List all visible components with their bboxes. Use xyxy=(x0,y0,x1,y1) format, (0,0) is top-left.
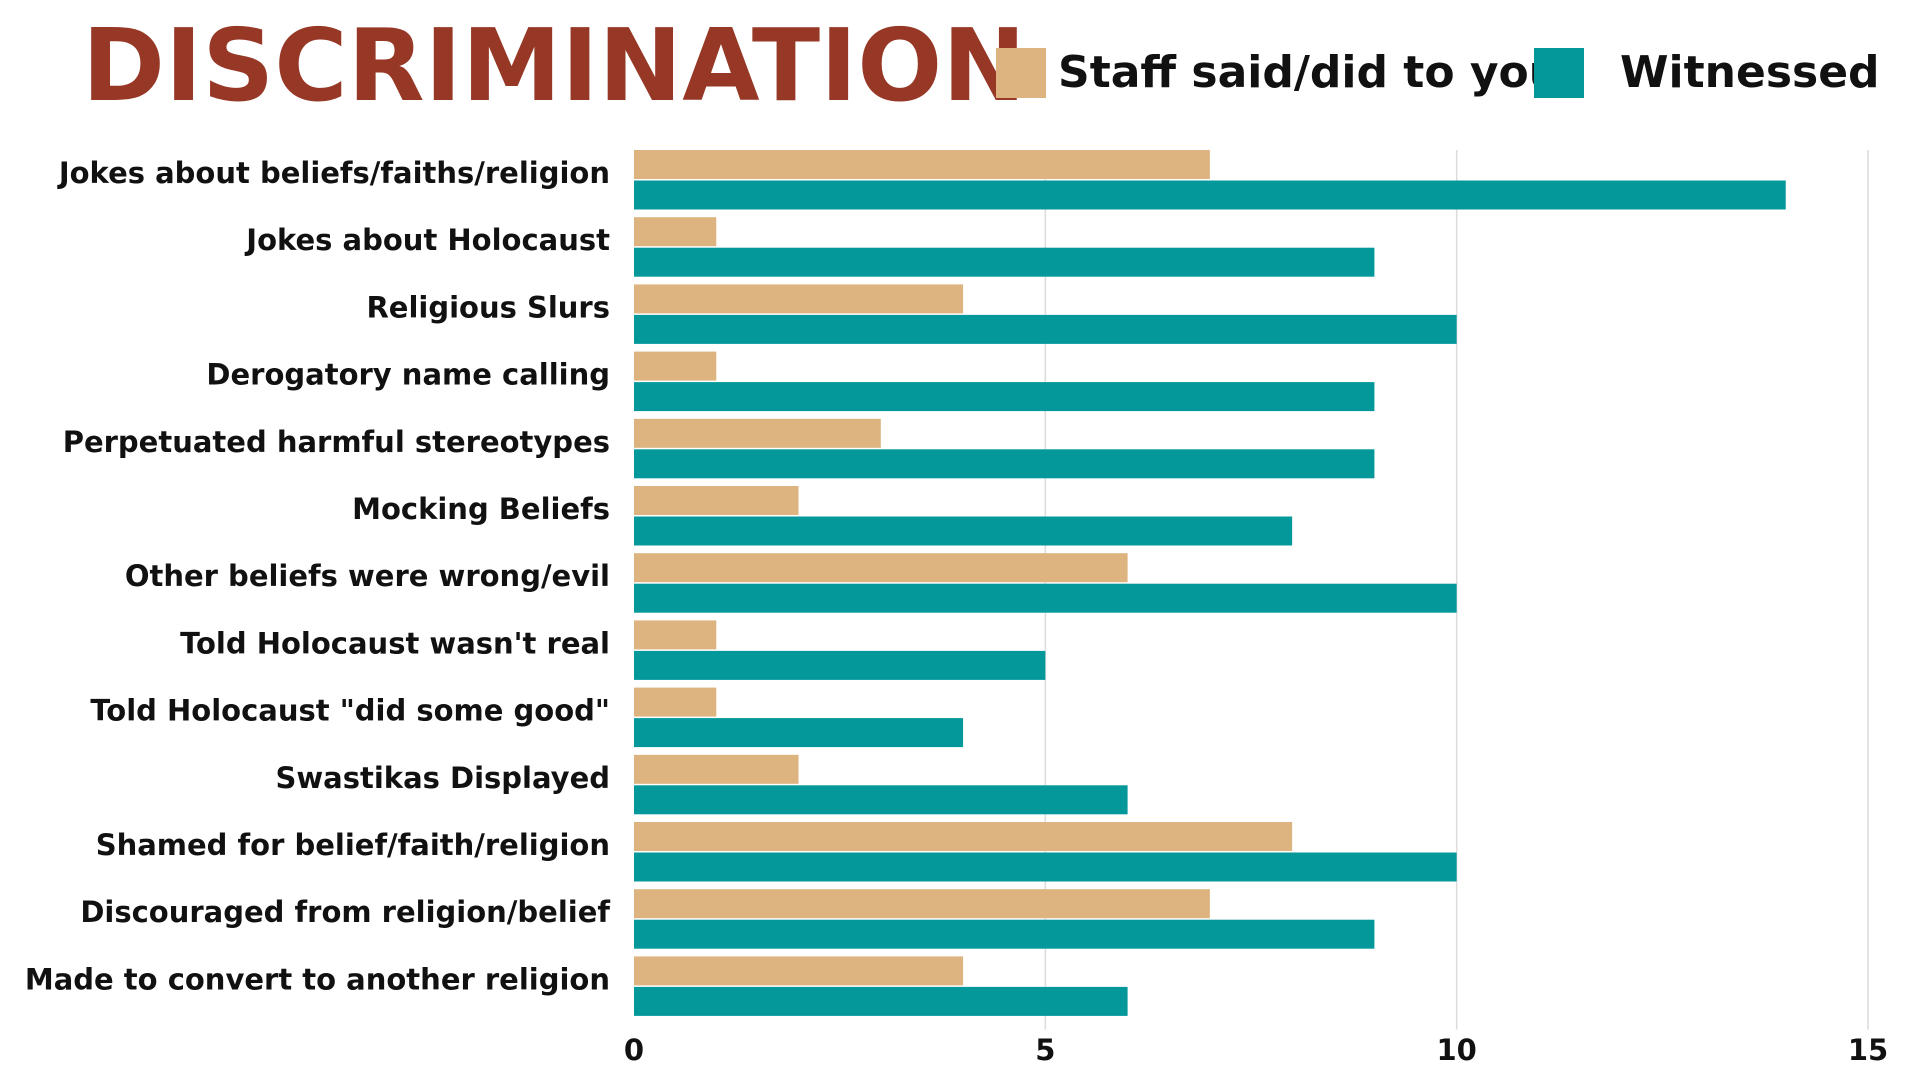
bar-witnessed-mocking-beliefs xyxy=(634,516,1293,546)
legend-swatch-staff xyxy=(996,48,1046,98)
category-label-shamed-for-belief-faith-religion: Shamed for belief/faith/religion xyxy=(96,828,610,862)
legend-label-witnessed: Witnessed xyxy=(1620,47,1880,98)
bar-staff-said-did-to-you-told-holocaust-did-some-good xyxy=(634,687,717,717)
bar-staff-said-did-to-you-jokes-about-holocaust xyxy=(634,217,717,247)
bar-witnessed-discouraged-from-religion-belief xyxy=(634,919,1375,949)
x-axis-ticks: 0 5 10 15 xyxy=(624,1033,1888,1067)
bar-witnessed-told-holocaust-wasn-t-real xyxy=(634,650,1046,680)
x-tick-label-15: 15 xyxy=(1848,1033,1888,1067)
category-label-other-beliefs-were-wrong-evil: Other beliefs were wrong/evil xyxy=(125,559,610,593)
category-label-mocking-beliefs: Mocking Beliefs xyxy=(352,492,610,526)
bar-staff-said-did-to-you-jokes-about-beliefs-faiths-religion xyxy=(634,150,1210,179)
bar-witnessed-religious-slurs xyxy=(634,314,1457,344)
bar-staff-said-did-to-you-shamed-for-belief-faith-religion xyxy=(634,822,1293,851)
category-label-made-to-convert-to-another-religion: Made to convert to another religion xyxy=(25,962,610,996)
bar-staff-said-did-to-you-religious-slurs xyxy=(634,284,964,314)
bar-witnessed-jokes-about-beliefs-faiths-religion xyxy=(634,180,1786,210)
bar-staff-said-did-to-you-told-holocaust-wasn-t-real xyxy=(634,620,717,650)
category-label-derogatory-name-calling: Derogatory name calling xyxy=(206,358,610,392)
bar-staff-said-did-to-you-discouraged-from-religion-belief xyxy=(634,889,1210,919)
category-label-told-holocaust-wasn-t-real: Told Holocaust wasn't real xyxy=(180,626,610,660)
bar-staff-said-did-to-you-made-to-convert-to-another-religion xyxy=(634,956,964,986)
bar-witnessed-told-holocaust-did-some-good xyxy=(634,718,964,748)
bar-witnessed-jokes-about-holocaust xyxy=(634,247,1375,277)
bar-witnessed-perpetuated-harmful-stereotypes xyxy=(634,449,1375,479)
category-labels: Jokes about beliefs/faiths/religion Jokes… xyxy=(25,156,611,996)
bar-staff-said-did-to-you-other-beliefs-were-wrong-evil xyxy=(634,553,1128,583)
category-label-discouraged-from-religion-belief: Discouraged from religion/belief xyxy=(80,895,610,929)
category-label-jokes-about-beliefs-faiths-religion: Jokes about beliefs/faiths/religion xyxy=(57,156,610,190)
bar-witnessed-derogatory-name-calling xyxy=(634,382,1375,412)
bar-staff-said-did-to-you-swastikas-displayed xyxy=(634,754,799,784)
bar-staff-said-did-to-you-derogatory-name-calling xyxy=(634,351,717,381)
bar-staff-said-did-to-you-perpetuated-harmful-stereotypes xyxy=(634,418,881,448)
category-label-perpetuated-harmful-stereotypes: Perpetuated harmful stereotypes xyxy=(63,425,610,459)
legend-swatch-witnessed xyxy=(1534,48,1584,98)
bars xyxy=(634,150,1786,1016)
x-tick-label-10: 10 xyxy=(1436,1033,1476,1067)
bar-witnessed-swastikas-displayed xyxy=(634,785,1128,815)
legend: Staff said/did to you Witnessed xyxy=(996,47,1880,98)
chart-title: DISCRIMINATION xyxy=(82,7,1026,124)
x-tick-label-0: 0 xyxy=(624,1033,644,1067)
bar-witnessed-other-beliefs-were-wrong-evil xyxy=(634,583,1457,613)
bar-staff-said-did-to-you-mocking-beliefs xyxy=(634,486,799,515)
category-label-told-holocaust-did-some-good: Told Holocaust "did some good" xyxy=(90,694,610,728)
legend-label-staff: Staff said/did to you xyxy=(1058,47,1560,98)
bar-witnessed-made-to-convert-to-another-religion xyxy=(634,986,1128,1016)
category-label-religious-slurs: Religious Slurs xyxy=(366,290,610,324)
category-label-jokes-about-holocaust: Jokes about Holocaust xyxy=(244,223,610,257)
category-label-swastikas-displayed: Swastikas Displayed xyxy=(275,761,610,795)
x-tick-label-5: 5 xyxy=(1035,1033,1055,1067)
bar-witnessed-shamed-for-belief-faith-religion xyxy=(634,852,1457,882)
